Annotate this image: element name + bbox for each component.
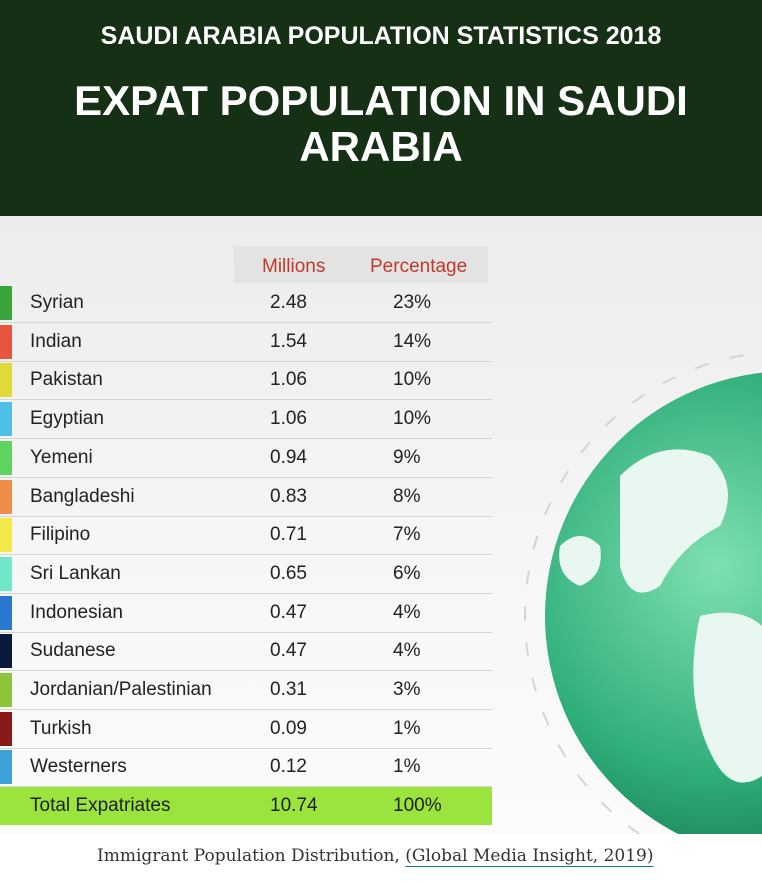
table-row: Sri Lankan 0.65 6% — [0, 555, 492, 594]
subtitle: SAUDI ARABIA POPULATION STATISTICS 2018 — [100, 22, 662, 50]
table-cell: 0.47 — [270, 640, 307, 662]
table-cell: 0.65 — [270, 562, 307, 584]
table-cell: Indian — [30, 330, 82, 352]
table-row: Pakistan 1.06 10% — [0, 361, 492, 401]
table-cell: 0.83 — [270, 485, 307, 507]
header: SAUDI ARABIA POPULATION STATISTICS 2018 … — [0, 0, 762, 216]
row-color-marker — [0, 363, 12, 398]
row-color-marker — [0, 479, 12, 514]
table-cell: 1.06 — [270, 408, 307, 430]
table-row: Turkish 0.09 1% — [0, 710, 492, 749]
table-cell: 1% — [393, 756, 421, 778]
table-cell: 23% — [393, 292, 432, 313]
table-row: Filipino 0.71 7% — [0, 516, 492, 556]
row-color-marker — [0, 673, 12, 707]
table-cell: Syrian — [30, 292, 84, 313]
table-cell: 10.74 — [270, 795, 318, 817]
title: EXPAT POPULATION IN SAUDI ARABIA — [74, 77, 688, 170]
table-cell: 1.54 — [270, 330, 307, 352]
table-cell: 10% — [393, 408, 432, 430]
row-color-marker — [0, 634, 12, 669]
table-cell: Yemeni — [30, 446, 93, 468]
table-row: Bangladeshi 0.83 8% — [0, 478, 492, 517]
table-cell: Bangladeshi — [30, 485, 135, 507]
table-cell: 1% — [393, 717, 421, 739]
table-cell: Sri Lankan — [30, 562, 121, 584]
table-cell: 2.48 — [270, 292, 307, 313]
table-row: Indonesian 0.47 4% — [0, 594, 492, 633]
source-link[interactable]: (Global Media Insight, 2019) — [405, 846, 654, 866]
table-cell: 0.12 — [270, 756, 307, 778]
row-color-marker — [0, 711, 12, 746]
table-cell: 9% — [393, 446, 421, 468]
table-cell: 1.06 — [270, 369, 307, 391]
table-cell: Indonesian — [30, 601, 123, 623]
total-row: Total Expatriates 10.74 100% — [0, 787, 492, 826]
table-cell: 0.31 — [270, 679, 307, 700]
table-row: Jordanian/Palestinian 0.31 3% — [0, 671, 492, 710]
table-cell: Filipino — [30, 524, 91, 546]
table-cell: 14% — [393, 330, 432, 352]
table-row: Sudanese 0.47 4% — [0, 632, 492, 672]
table-cell: 0.09 — [270, 717, 307, 739]
table-cell: 4% — [393, 601, 421, 623]
table-row: Egyptian 1.06 10% — [0, 400, 492, 440]
table-cell: 8% — [393, 485, 421, 507]
table-cell: Turkish — [30, 717, 92, 739]
row-color-marker — [0, 402, 12, 437]
table-row: Syrian 2.48 23% — [0, 284, 492, 323]
row-color-marker — [0, 286, 12, 320]
table-row: Indian 1.54 14% — [0, 323, 492, 362]
caption: Immigrant Population Distribution, (Glob… — [97, 846, 654, 866]
table-cell: 7% — [393, 524, 421, 546]
table-cell: Total Expatriates — [30, 795, 171, 817]
table-cell: 4% — [393, 640, 421, 662]
row-color-marker — [0, 518, 12, 553]
row-color-marker — [0, 440, 12, 475]
table-cell: 6% — [393, 562, 421, 584]
table-cell: Egyptian — [30, 408, 104, 430]
table-cell: 3% — [393, 679, 421, 700]
table-cell: 10% — [393, 369, 432, 391]
globe-illustration — [524, 351, 762, 834]
table-row: Westerners 0.12 1% — [0, 748, 492, 788]
table-cell: 0.71 — [270, 524, 307, 546]
column-header: Millions — [234, 246, 342, 283]
table-cell: Jordanian/Palestinian — [30, 679, 212, 700]
table-cell: 0.47 — [270, 601, 307, 623]
table-cell: 0.94 — [270, 446, 307, 468]
table-cell: Westerners — [30, 756, 127, 778]
row-color-marker — [0, 595, 12, 630]
table-cell: Sudanese — [30, 640, 116, 662]
column-header: Percentage — [342, 246, 488, 283]
infographic: Millions Percentage Syrian 2.48 23% Indian 1… — [0, 216, 762, 834]
row-color-marker — [0, 556, 12, 591]
row-color-marker — [0, 324, 12, 359]
table-row: Yemeni 0.94 9% — [0, 439, 492, 478]
table-cell: Pakistan — [30, 369, 103, 391]
table-cell: 100% — [393, 795, 442, 817]
row-color-marker — [0, 750, 12, 785]
caption-text: Immigrant Population Distribution, — [97, 846, 406, 866]
